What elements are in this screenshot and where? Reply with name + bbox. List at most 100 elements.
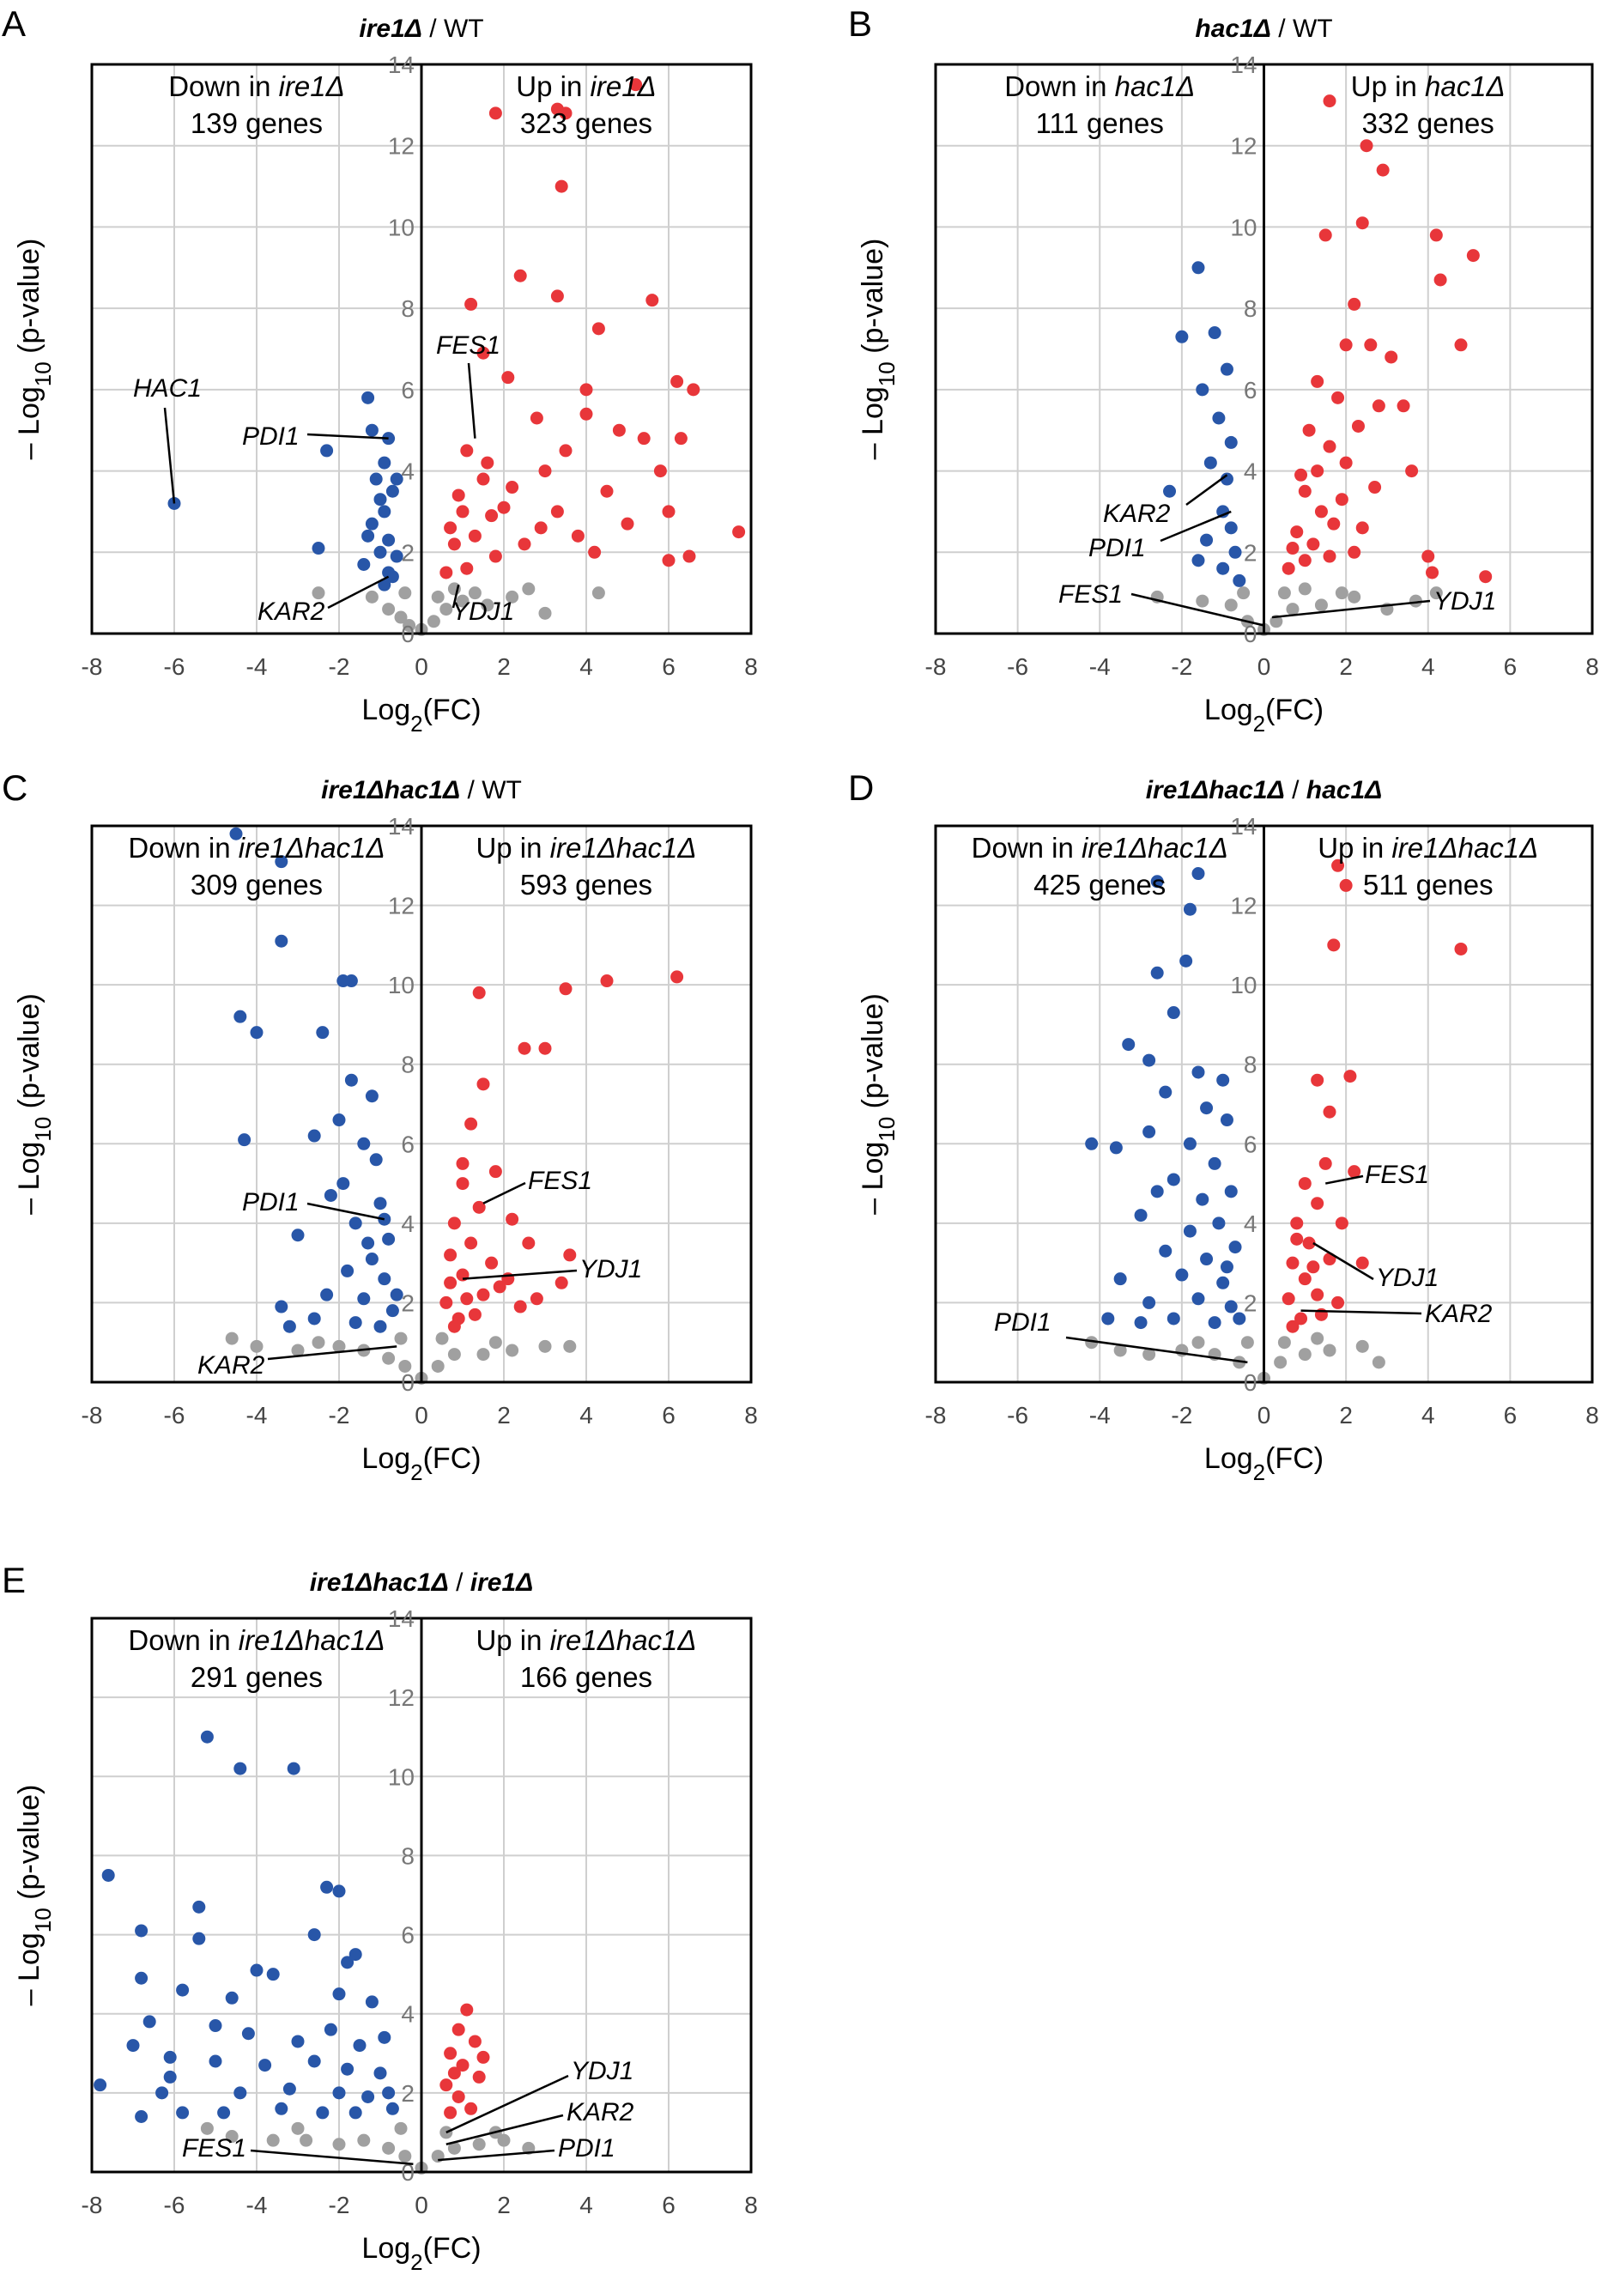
upregulated-point [1323,549,1336,563]
downregulated-point [365,423,379,437]
y-tick-label: 2 [401,1289,415,1316]
nonsignificant-point [382,603,396,616]
annotation-leader-line [1312,1241,1374,1281]
panel-letter: B [848,3,872,44]
nonsignificant-point [266,2133,280,2147]
nonsignificant-point [382,1351,396,1365]
x-axis-label: Log2(FC) [361,694,481,737]
upregulated-point [662,554,676,567]
downregulated-points [229,827,403,1333]
upregulated-point [559,444,573,458]
y-axis-label-suffix: (p-value) [13,993,45,1117]
downregulated-point [1175,330,1189,343]
upregulated-point [447,1320,461,1333]
downregulated-point [241,2027,255,2041]
upregulated-point [563,1248,577,1262]
y-tick-label: 8 [401,295,415,322]
title-genotype: ire1Δhac1Δ [1146,776,1285,804]
x-axis-label-sub: 2 [410,2249,422,2275]
y-axis-label-suffix: (p-value) [857,993,889,1117]
up-header-genotype: ire1Δhac1Δ [550,1624,697,1656]
x-axis-label: Log2(FC) [361,1442,481,1485]
downregulated-point [361,529,375,543]
annotation-leader-line [1271,599,1431,619]
downregulated-point [1150,1185,1164,1198]
upregulated-point [1286,1320,1300,1333]
upregulated-point [1298,554,1312,567]
x-tick-label: -8 [82,2192,103,2218]
upregulated-point [1397,399,1410,413]
nonsignificant-point [447,2141,461,2155]
downregulated-point [312,542,325,555]
upregulated-point [488,1165,502,1179]
x-axis-label-main: Log [1204,694,1253,726]
x-tick-label: 0 [1257,653,1271,680]
nonsignificant-point [312,1336,325,1350]
upregulated-point [1421,549,1435,563]
y-axis-label-suffix: (p-value) [13,1785,45,1908]
x-axis-label-main: Log [361,1442,410,1475]
upregulated-point [1290,1232,1304,1246]
nonsignificant-point [1142,1348,1156,1362]
nonsignificant-point [1240,1336,1254,1350]
upregulated-point [1327,938,1341,952]
x-tick-label: 4 [1421,653,1435,680]
downregulated-point [373,545,387,559]
downregulated-point [1216,1073,1230,1087]
upregulated-point [1314,505,1328,519]
upregulated-point [444,521,458,535]
y-tick-label: 14 [1230,52,1257,78]
down-header-genotype: ire1Δ [279,70,345,102]
downregulated-point [373,1197,387,1210]
upregulated-point [456,505,470,519]
panel-title: ire1Δhac1Δ / WT [321,776,522,804]
upregulated-point [579,383,593,397]
upregulated-points [439,2003,490,2120]
panel-letter: E [2,1560,26,1600]
x-axis-label-main: Log [361,694,410,726]
upregulated-point [530,1292,543,1306]
upregulated-point [1311,374,1324,388]
downregulated-point [1233,573,1246,587]
y-tick-label: 0 [401,2159,415,2186]
downregulated-point [155,2086,169,2100]
downregulated-point [1196,1192,1209,1206]
downregulated-point [348,1316,362,1330]
upregulated-point [464,1117,478,1131]
nonsignificant-point [447,582,461,596]
upregulated-point [670,374,684,388]
upregulated-point [522,1236,536,1250]
downregulated-point [163,2050,177,2064]
nonsignificant-point [394,2121,408,2135]
upregulated-point [456,1177,470,1191]
annotation-label-pdi1: PDI1 [994,1308,1051,1337]
downregulated-point [390,549,403,563]
x-tick-label: -8 [925,653,947,680]
downregulated-point [1134,1316,1148,1330]
x-axis-label: Log2(FC) [1204,694,1324,737]
nonsignificant-point [538,606,552,620]
y-tick-label: 12 [1230,133,1257,160]
up-gene-count: 332 genes [1362,107,1494,139]
x-tick-label: -8 [82,1402,103,1429]
upregulated-point [1348,297,1361,311]
downregulated-point [307,1928,321,1942]
upregulated-point [1286,542,1300,555]
downregulated-point [378,456,391,470]
downregulated-point [324,1188,337,1202]
x-tick-label: 2 [497,1402,511,1429]
annotation-label-kar2: KAR2 [1103,500,1171,528]
y-tick-label: 4 [401,2001,415,2028]
upregulated-point [1311,1197,1324,1210]
upregulated-point [518,1041,531,1055]
downregulated-point [336,1177,350,1191]
downregulated-point [266,1968,280,1981]
downregulated-point [275,934,288,948]
x-tick-label: -6 [164,653,185,680]
downregulated-point [1208,326,1221,340]
down-header-prefix: Down in [168,70,278,102]
title-separator: / [1285,776,1306,804]
upregulated-point [460,1292,474,1306]
y-axis-label-sub: 10 [30,1908,56,1932]
upregulated-point [1323,1105,1336,1119]
